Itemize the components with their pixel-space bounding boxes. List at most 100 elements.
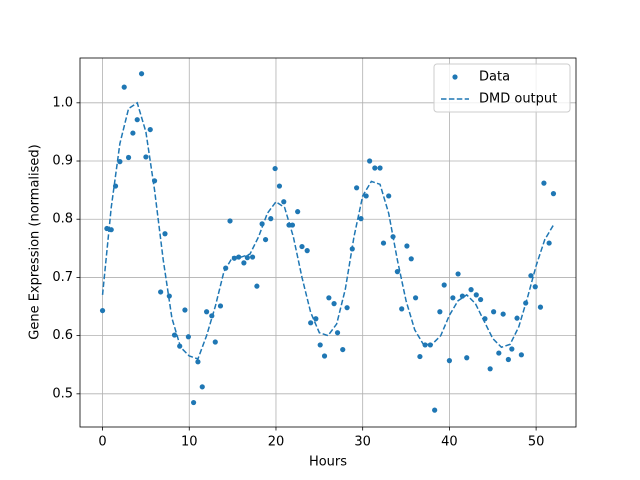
data-point: [541, 180, 547, 186]
data-point: [437, 309, 443, 315]
data-point: [166, 293, 172, 299]
data-point: [455, 271, 461, 277]
data-point: [138, 71, 145, 77]
data-point: [367, 158, 373, 164]
data-point: [204, 309, 210, 315]
data-point: [104, 225, 110, 232]
data-point: [550, 191, 557, 197]
data-point: [408, 256, 414, 262]
data-point: [450, 295, 456, 301]
legend-marker: [452, 74, 458, 80]
data-point: [236, 254, 242, 260]
data-point: [514, 315, 520, 321]
data-point: [532, 284, 538, 290]
y-tick-label: 0.9: [52, 154, 73, 169]
data-point: [412, 295, 419, 301]
data-point: [528, 273, 534, 279]
data-point: [244, 255, 250, 261]
y-tick-label: 0.7: [52, 270, 73, 285]
data-point: [496, 350, 502, 356]
data-point: [299, 243, 305, 250]
data-point: [295, 209, 301, 215]
x-axis-label: Hours: [309, 455, 347, 470]
legend-box: [433, 63, 571, 113]
data-point: [546, 240, 552, 246]
data-point: [334, 330, 341, 336]
data-point: [276, 183, 283, 189]
data-point: [308, 320, 314, 326]
data-point: [441, 282, 447, 288]
y-axis-label: Gene Expression (normalised): [28, 144, 43, 339]
data-point: [321, 353, 328, 359]
data-point: [147, 126, 153, 133]
x-tick-label: 10: [181, 435, 198, 450]
data-point: [380, 240, 387, 246]
data-point: [171, 332, 178, 338]
axes-frame: [79, 57, 577, 428]
data-point: [394, 269, 400, 275]
data-point: [134, 117, 140, 123]
data-point: [212, 339, 218, 345]
data-point: [340, 346, 346, 353]
data-point: [487, 366, 493, 372]
x-tick-label: 40: [441, 435, 458, 450]
data-point: [331, 301, 337, 307]
data-point: [185, 334, 191, 340]
data-point: [130, 130, 136, 136]
data-point: [254, 283, 260, 289]
data-point: [399, 306, 405, 312]
data-line: [101, 101, 555, 360]
data-point: [473, 292, 479, 298]
data-point: [162, 231, 168, 237]
data-point: [190, 399, 197, 406]
data-point: [417, 353, 423, 360]
data-point: [182, 307, 188, 313]
y-tick-label: 0.8: [52, 212, 73, 227]
data-point: [289, 222, 296, 228]
data-point: [262, 236, 269, 243]
data-point: [199, 384, 205, 390]
data-point: [377, 165, 383, 171]
data-point: [121, 84, 127, 90]
data-point: [304, 248, 310, 254]
legend-label: DMD output: [479, 92, 557, 107]
x-tick-label: 20: [268, 435, 285, 450]
x-tick-label: 30: [354, 435, 371, 450]
legend-label: Data: [479, 70, 510, 85]
data-point: [372, 165, 378, 171]
data-point: [313, 316, 319, 322]
y-tick-label: 0.6: [52, 328, 73, 343]
data-point: [432, 407, 438, 413]
data-point: [344, 305, 350, 311]
data-point: [537, 304, 544, 310]
y-tick-label: 0.5: [52, 386, 73, 401]
data-point: [464, 355, 470, 361]
data-point: [446, 358, 452, 364]
data-point: [143, 154, 149, 160]
data-point: [363, 193, 369, 199]
data-point: [518, 352, 524, 358]
data-point: [478, 296, 484, 303]
data-point: [158, 289, 164, 295]
data-point: [468, 287, 474, 293]
data-point: [195, 359, 201, 365]
data-point: [500, 311, 506, 317]
x-tick-label: 50: [528, 435, 545, 450]
x-tick-label: 0: [98, 435, 106, 450]
data-point: [272, 165, 278, 172]
data-point: [491, 309, 497, 315]
data-point: [509, 346, 515, 352]
y-tick-label: 1.0: [52, 95, 73, 110]
data-point: [326, 295, 332, 301]
data-point: [354, 185, 360, 191]
data-point: [241, 260, 247, 266]
data-point: [217, 303, 224, 309]
data-point: [281, 199, 287, 205]
data-point: [386, 193, 392, 199]
data-point: [459, 293, 466, 299]
data-point: [505, 356, 511, 363]
data-point: [125, 154, 132, 161]
data-point: [117, 158, 123, 165]
data-point: [99, 307, 106, 314]
